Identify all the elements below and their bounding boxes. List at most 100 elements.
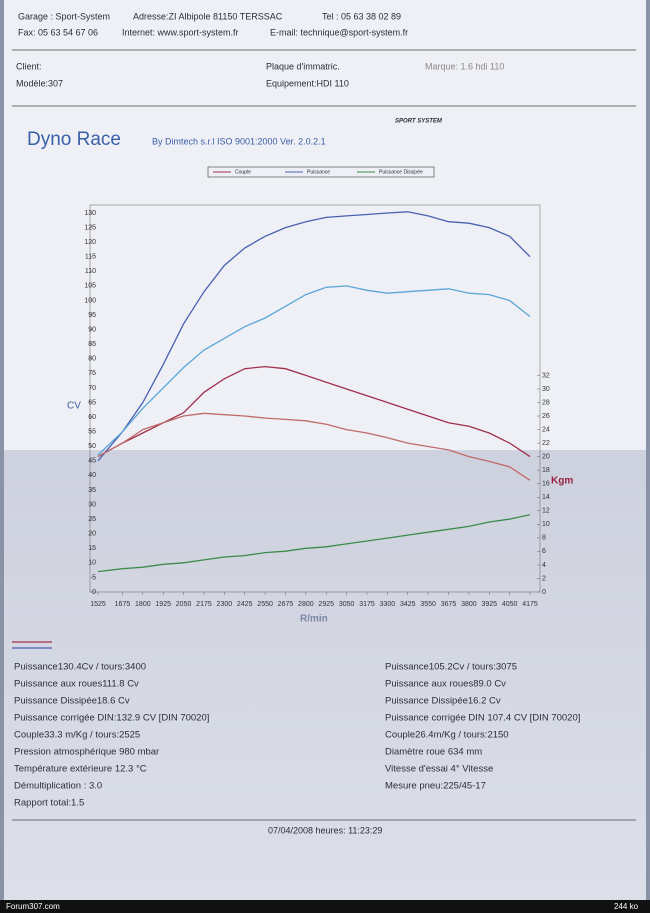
x-tick-label: 3425 xyxy=(400,601,416,608)
result-right: Vitesse d'essai 4° Vitesse xyxy=(385,764,493,775)
x-tick-label: 3175 xyxy=(359,601,375,608)
logo: SPORT SYSTEM xyxy=(395,119,443,125)
y-tick-label: 75 xyxy=(88,370,96,377)
result-left: Pression atmosphérique 980 mbar xyxy=(14,747,159,758)
footer-date: 07/04/2008 heures: 11:23:29 xyxy=(268,825,382,835)
result-left: Rapport total:1.5 xyxy=(14,798,84,809)
watermark: Forum307.com xyxy=(6,902,60,911)
x-tick-label: 2175 xyxy=(196,601,212,608)
y-tick-label: 5 xyxy=(92,574,96,581)
result-right: Puissance105.2Cv / tours:3075 xyxy=(385,662,517,673)
series-line xyxy=(97,412,531,481)
x-tick-label: 2425 xyxy=(237,601,253,608)
y-tick-label: 50 xyxy=(88,443,96,450)
result-right: Mesure pneu:225/45-17 xyxy=(385,781,486,792)
plate: Plaque d'immatric. xyxy=(266,61,340,71)
x-tick-label: 4175 xyxy=(522,601,538,608)
y-tick-label: 120 xyxy=(84,239,96,246)
x-tick-label: 2300 xyxy=(217,601,233,608)
internet: Internet: www.sport-system.fr xyxy=(122,27,239,37)
y2-tick-label: 10 xyxy=(542,521,550,528)
result-left: Température extérieure 12.3 °C xyxy=(14,764,147,775)
result-right: Puissance Dissipée16.2 Cv xyxy=(385,696,501,707)
client: Client: xyxy=(16,61,42,71)
x-tick-label: 4050 xyxy=(502,601,518,608)
y2-tick-label: 20 xyxy=(542,453,550,460)
legend-label: Puissance xyxy=(307,169,330,175)
y2-tick-label: 24 xyxy=(542,426,550,433)
y2-tick-label: 32 xyxy=(542,372,550,379)
y-tick-label: 10 xyxy=(88,560,96,567)
x-tick-label: 2675 xyxy=(278,601,294,608)
doc-subtitle: By Dimtech s.r.l ISO 9001:2000 Ver. 2.0.… xyxy=(152,136,326,146)
y-tick-label: 90 xyxy=(88,326,96,333)
fax: Fax: 05 63 54 67 06 xyxy=(18,27,98,37)
x-tick-label: 1675 xyxy=(115,601,131,608)
series-line xyxy=(97,514,531,573)
result-left: Puissance Dissipée18.6 Cv xyxy=(14,696,130,707)
result-left: Couple33.3 m/Kg / tours:2525 xyxy=(14,730,140,741)
x-tick-label: 3550 xyxy=(420,601,436,608)
equipment: Equipement:HDI 110 xyxy=(266,78,349,88)
y2-tick-label: 26 xyxy=(542,413,550,420)
garage: Garage : Sport-System xyxy=(18,11,110,21)
x-tick-label: 1925 xyxy=(155,601,171,608)
result-right: Couple26.4m/Kg / tours:2150 xyxy=(385,730,509,741)
doc-title: Dyno Race xyxy=(27,129,121,150)
y-tick-label: 80 xyxy=(88,356,96,363)
y2-tick-label: 14 xyxy=(542,494,550,501)
result-left: Puissance corrigée DIN:132.9 CV [DIN 700… xyxy=(14,713,209,724)
x-tick-label: 2925 xyxy=(318,601,334,608)
series-line xyxy=(97,365,531,458)
legend-label: Couple xyxy=(235,169,251,175)
legend-label: Puissance Dissipée xyxy=(379,169,423,175)
x-tick-label: 1525 xyxy=(90,601,106,608)
tel: Tel : 05 63 38 02 89 xyxy=(322,11,401,21)
y-tick-label: 35 xyxy=(88,487,96,494)
model: Modèle:307 xyxy=(16,78,63,88)
y-tick-label: 105 xyxy=(84,283,96,290)
x-tick-label: 3300 xyxy=(380,601,396,608)
y-tick-label: 100 xyxy=(84,297,96,304)
x-tick-label: 2800 xyxy=(298,601,314,608)
y2-tick-label: 8 xyxy=(542,535,546,542)
y2-tick-label: 12 xyxy=(542,508,550,515)
legend-box xyxy=(207,166,435,178)
result-right: Diamètre roue 634 mm xyxy=(385,747,482,758)
series-line xyxy=(97,211,531,462)
y-tick-label: 110 xyxy=(85,268,96,275)
y-tick-label: 30 xyxy=(88,501,96,508)
x-tick-label: 3050 xyxy=(339,601,355,608)
brand: Marque: 1.6 hdi 110 xyxy=(425,61,504,71)
x-tick-label: 3675 xyxy=(441,601,457,608)
x-tick-label: 3925 xyxy=(481,601,497,608)
y-tick-label: 25 xyxy=(88,516,96,523)
result-right: Puissance corrigée DIN 107.4 CV [DIN 700… xyxy=(385,713,580,724)
y2-tick-label: 4 xyxy=(542,562,546,569)
result-left: Puissance130.4Cv / tours:3400 xyxy=(14,662,146,673)
x-axis-label: R/min xyxy=(300,614,328,625)
y-tick-label: 60 xyxy=(88,414,96,421)
y-tick-label: 45 xyxy=(88,458,96,465)
y-tick-label: 55 xyxy=(88,428,96,435)
result-right: Puissance aux roues89.0 Cv xyxy=(385,679,506,690)
shadow xyxy=(4,450,646,900)
y-tick-label: 70 xyxy=(88,385,96,392)
y-tick-label: 125 xyxy=(84,224,96,231)
y-tick-label: 130 xyxy=(84,210,96,217)
y2-tick-label: 30 xyxy=(542,386,550,393)
y2-tick-label: 16 xyxy=(542,481,550,488)
y2-tick-label: 22 xyxy=(542,440,550,447)
x-tick-label: 1800 xyxy=(135,601,151,608)
bottom-bar xyxy=(0,900,650,913)
y2-tick-label: 6 xyxy=(542,548,546,555)
x-tick-label: 3800 xyxy=(461,601,477,608)
email: E-mail: technique@sport-system.fr xyxy=(270,27,408,37)
x-tick-label: 2550 xyxy=(257,601,273,608)
y-tick-label: 85 xyxy=(88,341,96,348)
result-left: Puissance aux roues111.8 Cv xyxy=(14,679,139,690)
y-tick-label: 15 xyxy=(88,545,96,552)
filesize: 244 ko xyxy=(614,902,639,911)
